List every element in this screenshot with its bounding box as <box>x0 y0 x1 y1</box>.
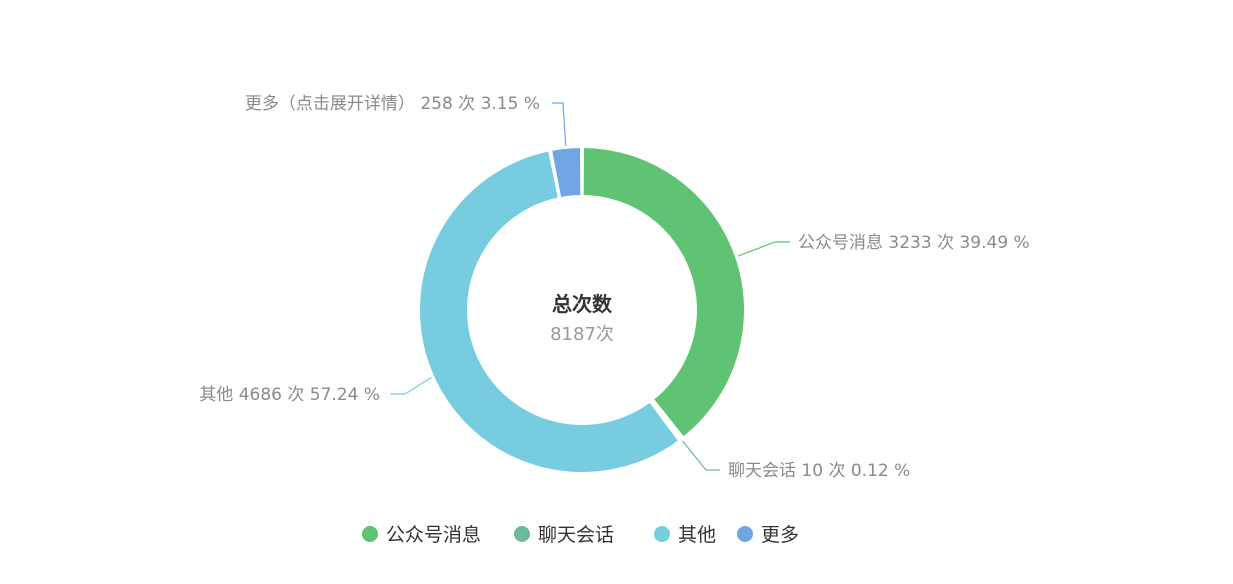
legend-item-1[interactable]: 公众号消息 <box>362 524 481 546</box>
legend-item-4[interactable]: 更多 <box>737 524 799 546</box>
legend-swatch-4 <box>737 526 753 542</box>
slice-2[interactable] <box>649 398 684 442</box>
legend-label-1: 公众号消息 <box>386 524 481 546</box>
legend-item-3[interactable]: 其他 <box>654 524 716 546</box>
leader-line-2 <box>682 440 720 471</box>
legend-swatch-3 <box>654 526 670 542</box>
legend-item-2[interactable]: 聊天会话 <box>514 524 614 546</box>
slice-label-4[interactable]: 更多（点击展开详情） 258 次 3.15 % <box>245 94 540 114</box>
slice-label-2: 聊天会话 10 次 0.12 % <box>728 461 910 481</box>
center-title: 总次数 <box>552 292 613 316</box>
center-label: 总次数 8187次 <box>550 292 614 345</box>
leader-line-1 <box>737 241 790 257</box>
legend-swatch-1 <box>362 526 378 542</box>
slices-layer <box>418 145 746 474</box>
legend: 公众号消息 聊天会话 其他 更多 <box>362 524 799 546</box>
center-value: 8187次 <box>550 324 614 345</box>
slice-label-3: 其他 4686 次 57.24 % <box>199 385 380 405</box>
slice-3[interactable] <box>418 149 681 474</box>
legend-label-3: 其他 <box>678 524 716 546</box>
slice-4[interactable] <box>549 145 583 200</box>
legend-swatch-2 <box>514 526 530 542</box>
leader-line-3 <box>390 376 432 395</box>
slice-label-1: 公众号消息 3233 次 39.49 % <box>798 233 1030 253</box>
legend-label-4: 更多 <box>761 524 799 546</box>
slice-1[interactable] <box>581 145 746 439</box>
leader-lines-layer <box>390 102 790 471</box>
leader-line-4 <box>552 102 567 146</box>
slice-labels-layer: 公众号消息 3233 次 39.49 % 聊天会话 10 次 0.12 % 其他 4… <box>199 94 1029 481</box>
legend-label-2: 聊天会话 <box>538 524 614 546</box>
